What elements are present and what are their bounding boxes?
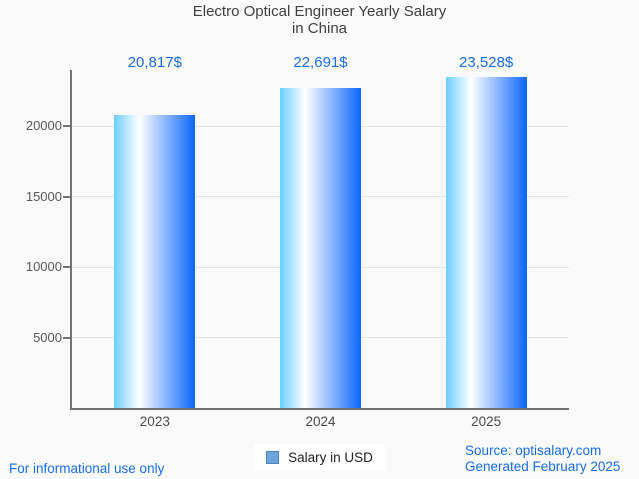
chart-title-line2: in China	[291, 20, 348, 37]
x-axis-label-2024: 2024	[305, 414, 336, 429]
value-label-2023: 20,817$	[127, 54, 182, 71]
chart-title-line1: Electro Optical Engineer Yearly Salary	[192, 3, 447, 20]
legend-item-salary[interactable]: Salary in USD	[254, 444, 385, 471]
y-axis-tick	[63, 266, 70, 269]
disclaimer-text: For informational use only	[9, 461, 165, 476]
x-axis-label-2023: 2023	[139, 414, 170, 429]
y-axis-tick-label: 20000	[25, 118, 62, 134]
value-label-2024: 22,691$	[293, 54, 348, 71]
value-label-2025: 23,528$	[459, 54, 514, 71]
y-axis-tick-label: 10000	[25, 259, 62, 275]
legend-label: Salary in USD	[288, 450, 373, 465]
y-axis-tick	[63, 195, 70, 198]
chart-title: Electro Optical Engineer Yearly Salary i…	[0, 3, 639, 37]
y-axis-tick	[63, 336, 70, 339]
source-info: Source: optisalary.com Generated Februar…	[465, 443, 620, 475]
legend-swatch-icon	[266, 451, 280, 464]
plot-area: 5000 10000 15000 20000	[26, 70, 569, 410]
x-axis-label-2025: 2025	[471, 414, 502, 429]
y-axis-tick-label: 15000	[25, 188, 62, 204]
bar-2025[interactable]	[445, 76, 527, 408]
source-link[interactable]: Source: optisalary.com	[465, 443, 602, 458]
y-axis-tick	[63, 125, 70, 128]
legend: Salary in USD	[0, 444, 639, 471]
generated-date: Generated February 2025	[465, 459, 621, 474]
bar-2023[interactable]	[114, 114, 196, 408]
bar-2024[interactable]	[280, 88, 361, 408]
y-axis-tick-label: 5000	[33, 329, 62, 345]
